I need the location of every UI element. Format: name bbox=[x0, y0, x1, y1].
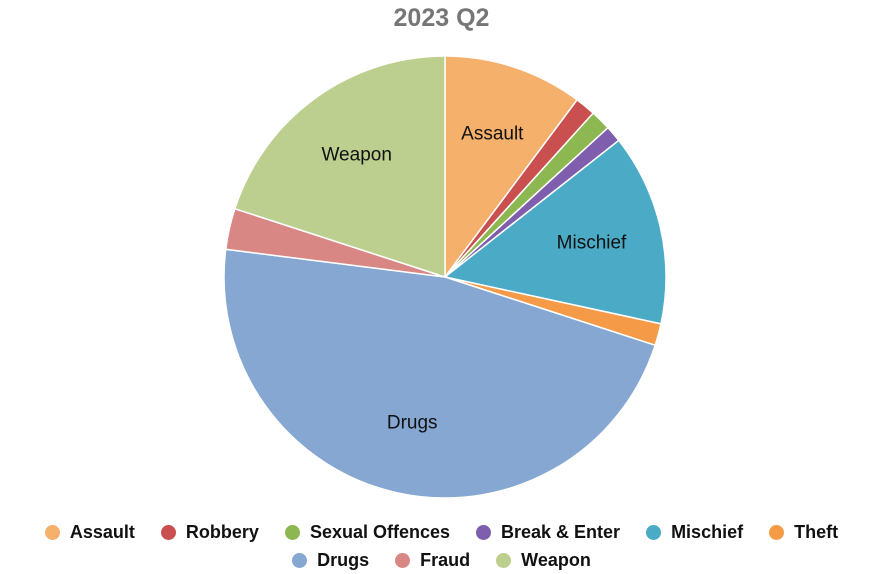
pie-slice-assault[interactable] bbox=[444, 55, 579, 280]
slice-label-weapon: Weapon bbox=[321, 144, 391, 165]
legend-item-robbery[interactable]: Robbery bbox=[160, 521, 259, 543]
legend-label-theft: Theft bbox=[794, 521, 839, 542]
legend-swatch-robbery bbox=[160, 524, 176, 540]
legend: Assault Robbery Sexual Offences Break & … bbox=[0, 518, 883, 574]
legend-swatch-weapon bbox=[496, 552, 512, 568]
legend-label-assault: Assault bbox=[69, 521, 135, 542]
legend-label-fraud: Fraud bbox=[420, 549, 471, 570]
legend-item-assault[interactable]: Assault bbox=[44, 521, 135, 543]
slice-label-drugs: Drugs bbox=[387, 413, 438, 434]
legend-row-2: Drugs Fraud Weapon bbox=[0, 546, 883, 574]
legend-item-sexual-offences[interactable]: Sexual Offences bbox=[284, 521, 450, 543]
legend-item-mischief[interactable]: Mischief bbox=[646, 522, 743, 543]
legend-swatch-mischief bbox=[646, 524, 662, 540]
pie-chart: Assault Mischief Drugs Weapon bbox=[223, 55, 667, 499]
legend-row-1: Assault Robbery Sexual Offences Break & … bbox=[0, 518, 883, 546]
legend-swatch-theft bbox=[769, 524, 785, 540]
legend-label-sexual-offences: Sexual Offences bbox=[309, 521, 450, 542]
legend-swatch-sexual-offences bbox=[284, 524, 300, 540]
legend-item-fraud[interactable]: Fraud bbox=[395, 550, 470, 571]
legend-item-drugs[interactable]: Drugs bbox=[292, 550, 369, 571]
pie-slices bbox=[223, 55, 667, 499]
legend-label-break-enter: Break & Enter bbox=[501, 521, 621, 542]
legend-item-theft[interactable]: Theft bbox=[769, 522, 838, 543]
legend-swatch-drugs bbox=[292, 552, 308, 568]
legend-item-break-enter[interactable]: Break & Enter bbox=[476, 522, 620, 543]
legend-swatch-assault bbox=[44, 524, 60, 540]
chart-title: 2023 Q2 bbox=[393, 4, 490, 32]
legend-swatch-fraud bbox=[395, 552, 411, 568]
pie-slice-mischief[interactable] bbox=[443, 139, 667, 325]
slice-label-mischief: Mischief bbox=[557, 232, 627, 253]
slice-label-assault: Assault bbox=[461, 123, 524, 144]
slice-labels: Assault Mischief Drugs Weapon bbox=[321, 123, 627, 433]
legend-label-weapon: Weapon bbox=[521, 549, 591, 570]
legend-label-drugs: Drugs bbox=[317, 549, 370, 570]
pie-slice-drugs[interactable] bbox=[223, 248, 657, 499]
legend-label-robbery: Robbery bbox=[185, 521, 259, 542]
legend-item-weapon[interactable]: Weapon bbox=[496, 550, 591, 571]
pie-slice-weapon[interactable] bbox=[233, 55, 446, 279]
legend-label-mischief: Mischief bbox=[671, 521, 744, 542]
legend-swatch-break-enter bbox=[476, 524, 491, 540]
